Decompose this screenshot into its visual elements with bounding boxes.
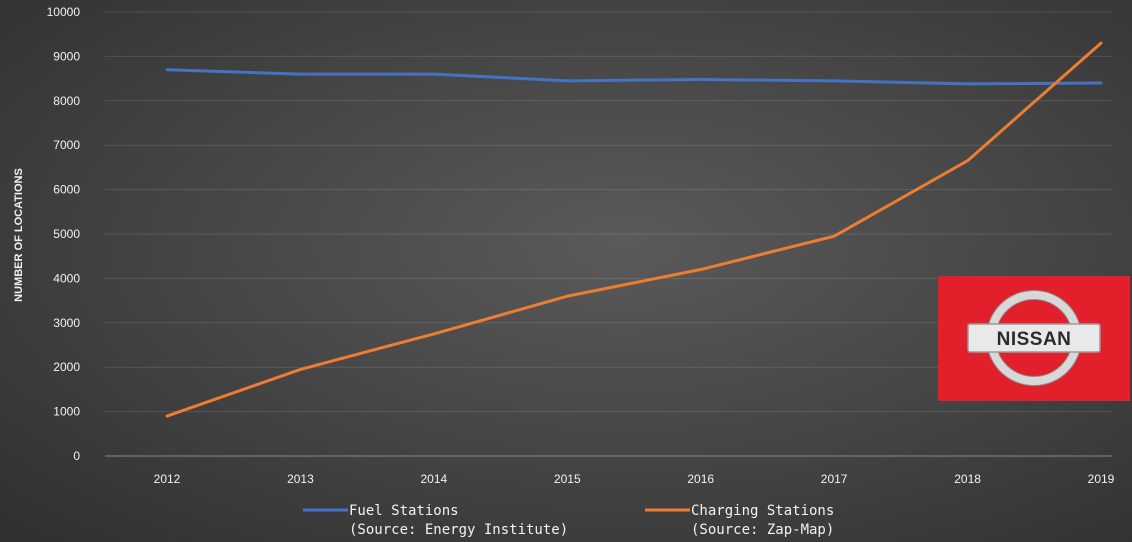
y-tick-label: 0 [73,449,80,463]
y-tick-label: 4000 [53,271,80,285]
series-lines [165,41,1103,418]
nissan-logo: NISSAN [938,276,1130,401]
x-tick-label: 2018 [954,472,981,486]
y-tick-label: 9000 [53,49,80,63]
logo-bar [967,323,1101,353]
y-tick-label: 8000 [53,94,80,108]
y-tick-label: 7000 [53,138,80,152]
y-tick-label: 1000 [53,405,80,419]
x-tick-label: 2013 [287,472,314,486]
y-tick-label: 3000 [53,316,80,330]
x-tick-label: 2016 [687,472,714,486]
y-tick-label: 2000 [53,360,80,374]
x-tick-label: 2012 [154,472,181,486]
legend-label-fuel: Fuel Stations [349,503,459,519]
legend-source-charging: (Source: Zap-Map) [691,522,834,538]
x-tick-label: 2019 [1088,472,1115,486]
legend: Fuel Stations (Source: Energy Institute)… [303,503,834,538]
series-line-charging-stations [165,41,1103,418]
y-tick-label: 6000 [53,183,80,197]
y-tick-label: 5000 [53,227,80,241]
axes: 0 1000 2000 3000 4000 5000 6000 7000 8000 9000 100… [47,5,1115,486]
legend-label-charging: Charging Stations [691,503,834,519]
x-tick-label: 2017 [821,472,848,486]
logo-wordmark: NISSAN [997,329,1072,350]
x-tick-label: 2014 [421,472,448,486]
y-axis-label: NUMBER OF LOCATIONS [13,168,25,302]
gridlines [105,11,1112,457]
x-tick-label: 2015 [554,472,581,486]
y-tick-label: 10000 [47,5,81,19]
legend-source-fuel: (Source: Energy Institute) [349,522,568,538]
series-line-fuel-stations [165,68,1103,86]
